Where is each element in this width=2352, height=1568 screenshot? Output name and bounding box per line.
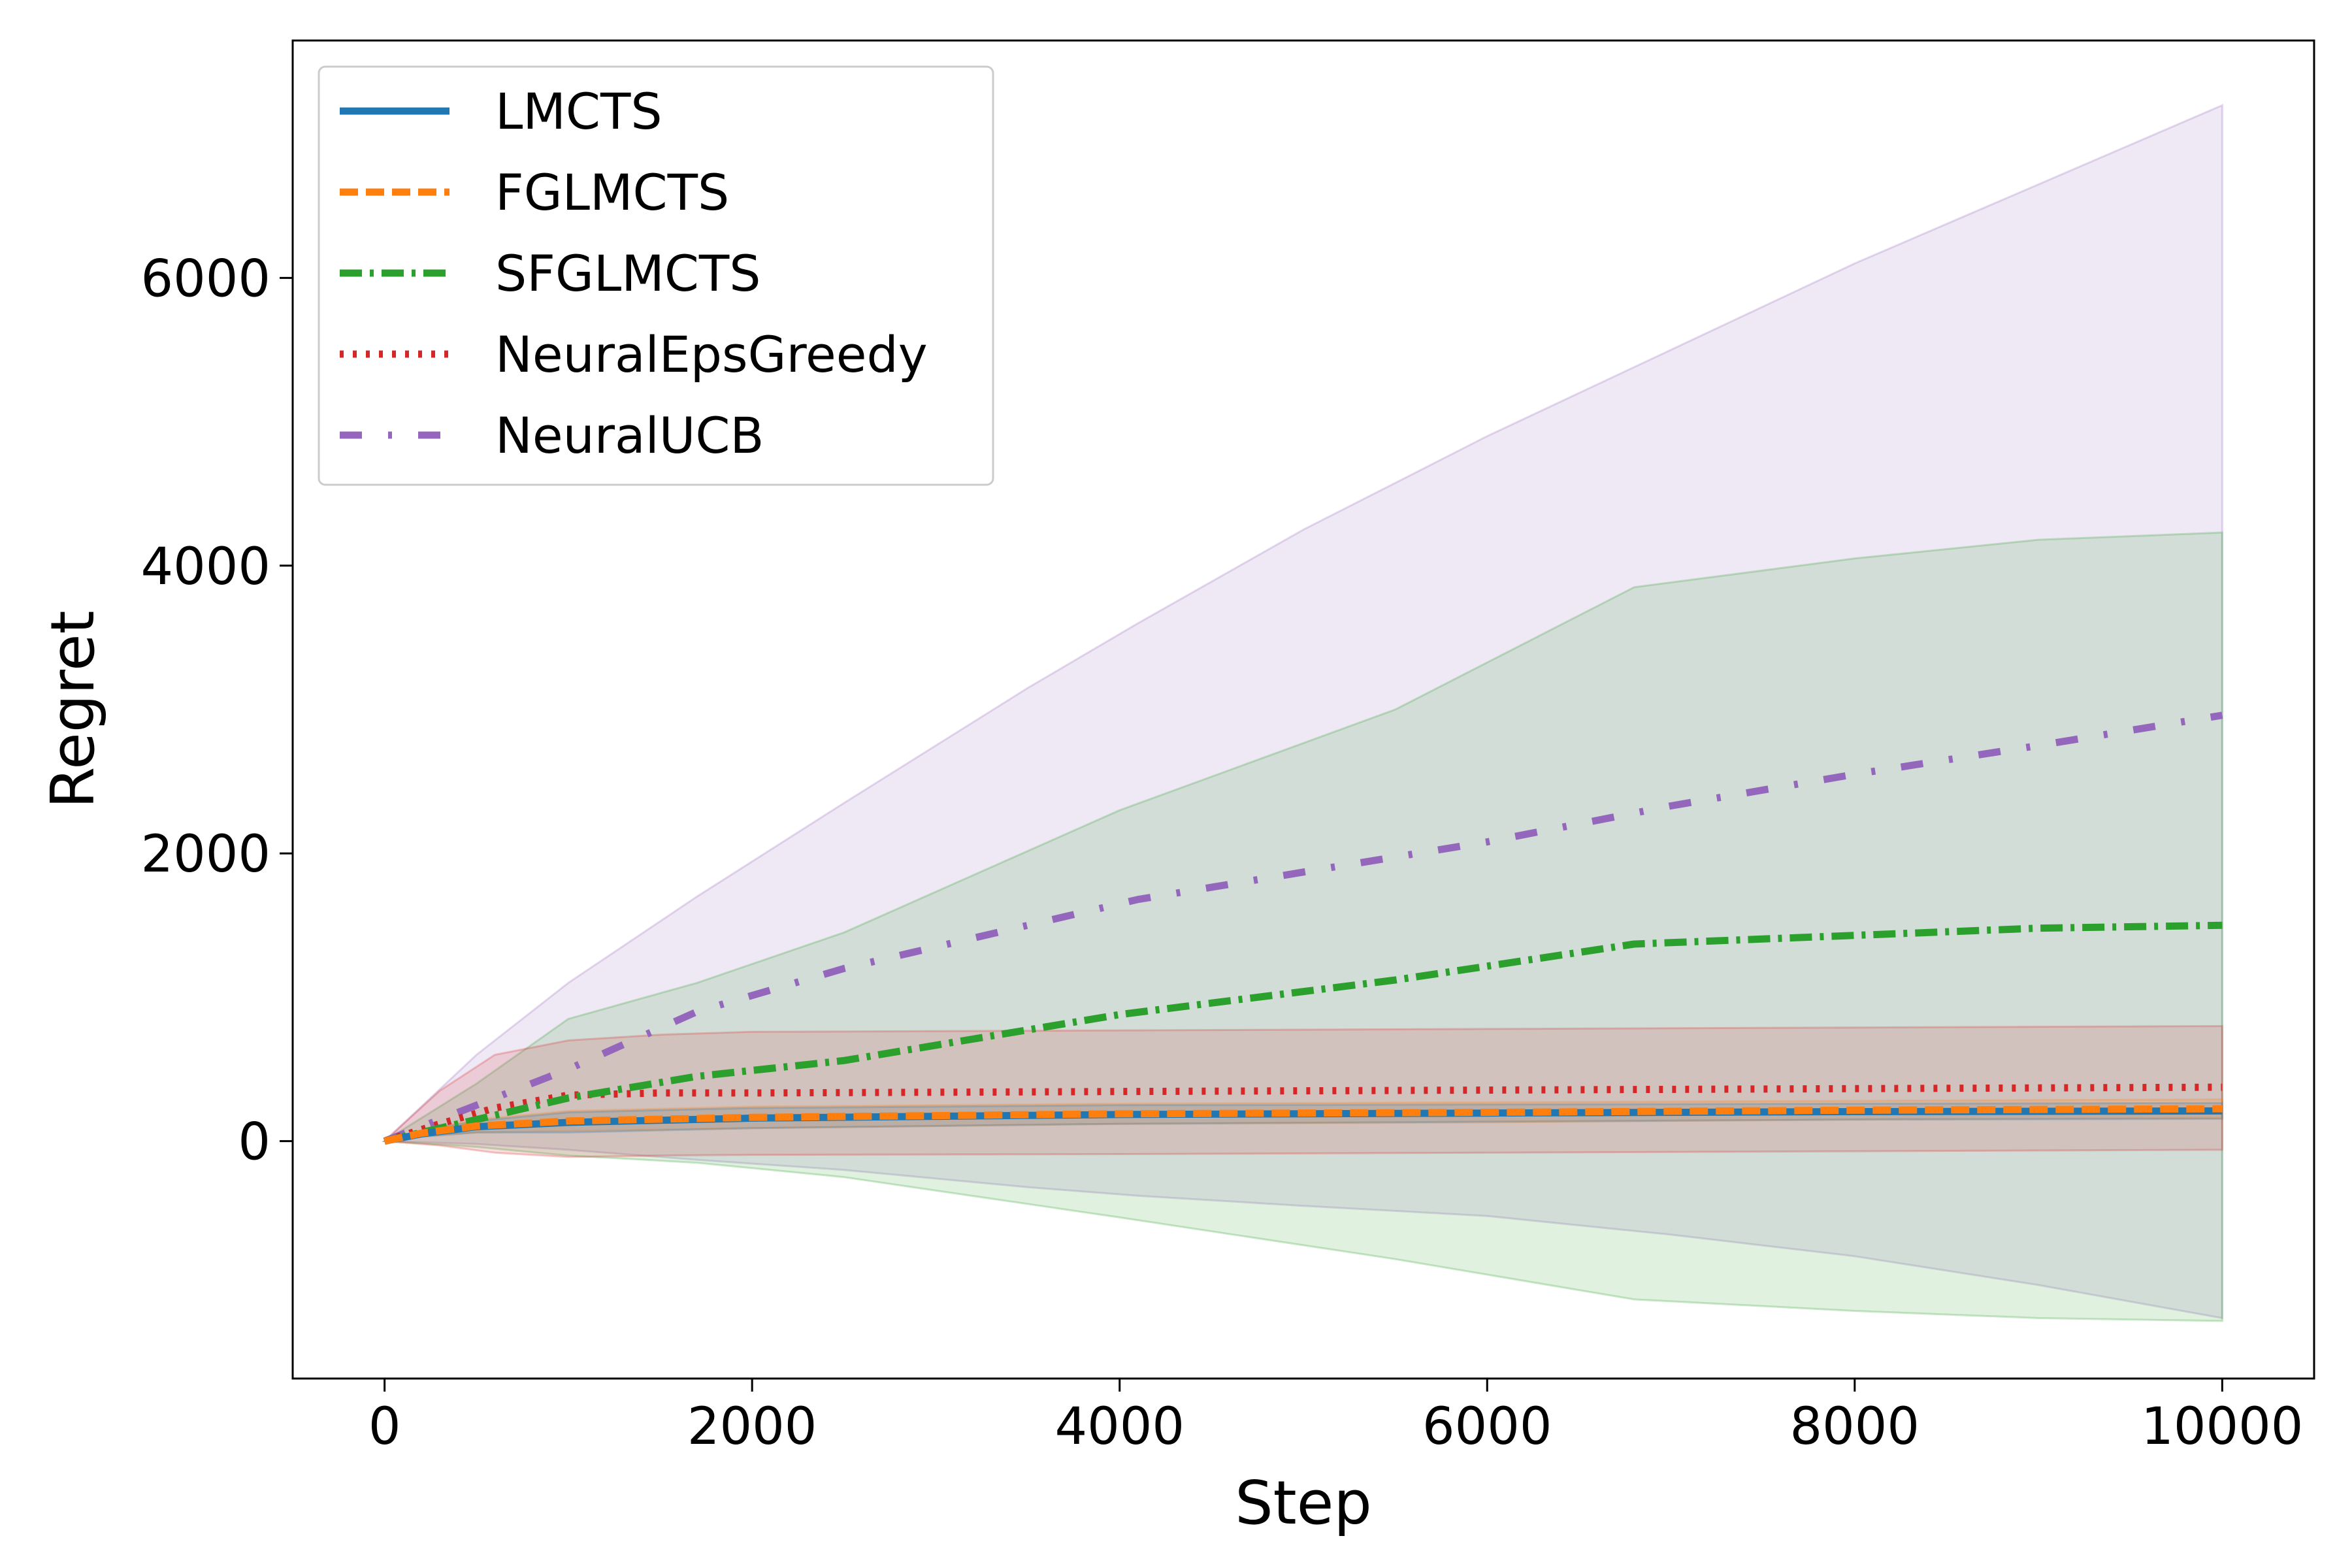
x-tick-label: 6000	[1422, 1397, 1552, 1456]
legend-label-neuralepsgreedy: NeuralEpsGreedy	[495, 325, 928, 384]
line-fglmcts	[384, 1105, 2223, 1145]
plot-frame	[291, 39, 2315, 1380]
legend-label-fglmcts: FGLMCTS	[495, 163, 729, 221]
line-sfglmcts	[384, 921, 2223, 1145]
x-axis-label: Step	[1235, 1468, 1371, 1538]
y-axis-label: Regret	[38, 610, 108, 808]
x-tick-label: 0	[368, 1397, 401, 1456]
y-axis-ticks: 0 2000 4000 6000	[140, 250, 293, 1172]
x-tick-label: 10000	[2141, 1397, 2303, 1456]
legend-box	[318, 65, 994, 486]
line-neuralucb	[383, 711, 2223, 1145]
x-tick-label: 8000	[1790, 1397, 1920, 1456]
x-tick-label: 2000	[687, 1397, 817, 1456]
x-axis-ticks: 0 2000 4000 6000 8000 10000	[368, 1379, 2303, 1456]
legend-label-sfglmcts: SFGLMCTS	[495, 244, 761, 302]
series-lines	[383, 711, 2223, 1145]
legend-label-lmcts: LMCTS	[495, 82, 662, 140]
line-neuralepsgreedy	[383, 1083, 2223, 1145]
legend: LMCTS FGLMCTS SFGLMCTS NeuralEpsGreedy Neura…	[318, 65, 994, 486]
legend-label-neuralucb: NeuralUCB	[495, 406, 764, 465]
band-neuralucb	[382, 103, 2223, 1320]
y-tick-label: 0	[238, 1113, 270, 1172]
y-tick-label: 4000	[140, 538, 270, 596]
y-tick-label: 6000	[140, 250, 270, 308]
y-tick-label: 2000	[140, 825, 270, 884]
x-tick-label: 4000	[1054, 1397, 1184, 1456]
